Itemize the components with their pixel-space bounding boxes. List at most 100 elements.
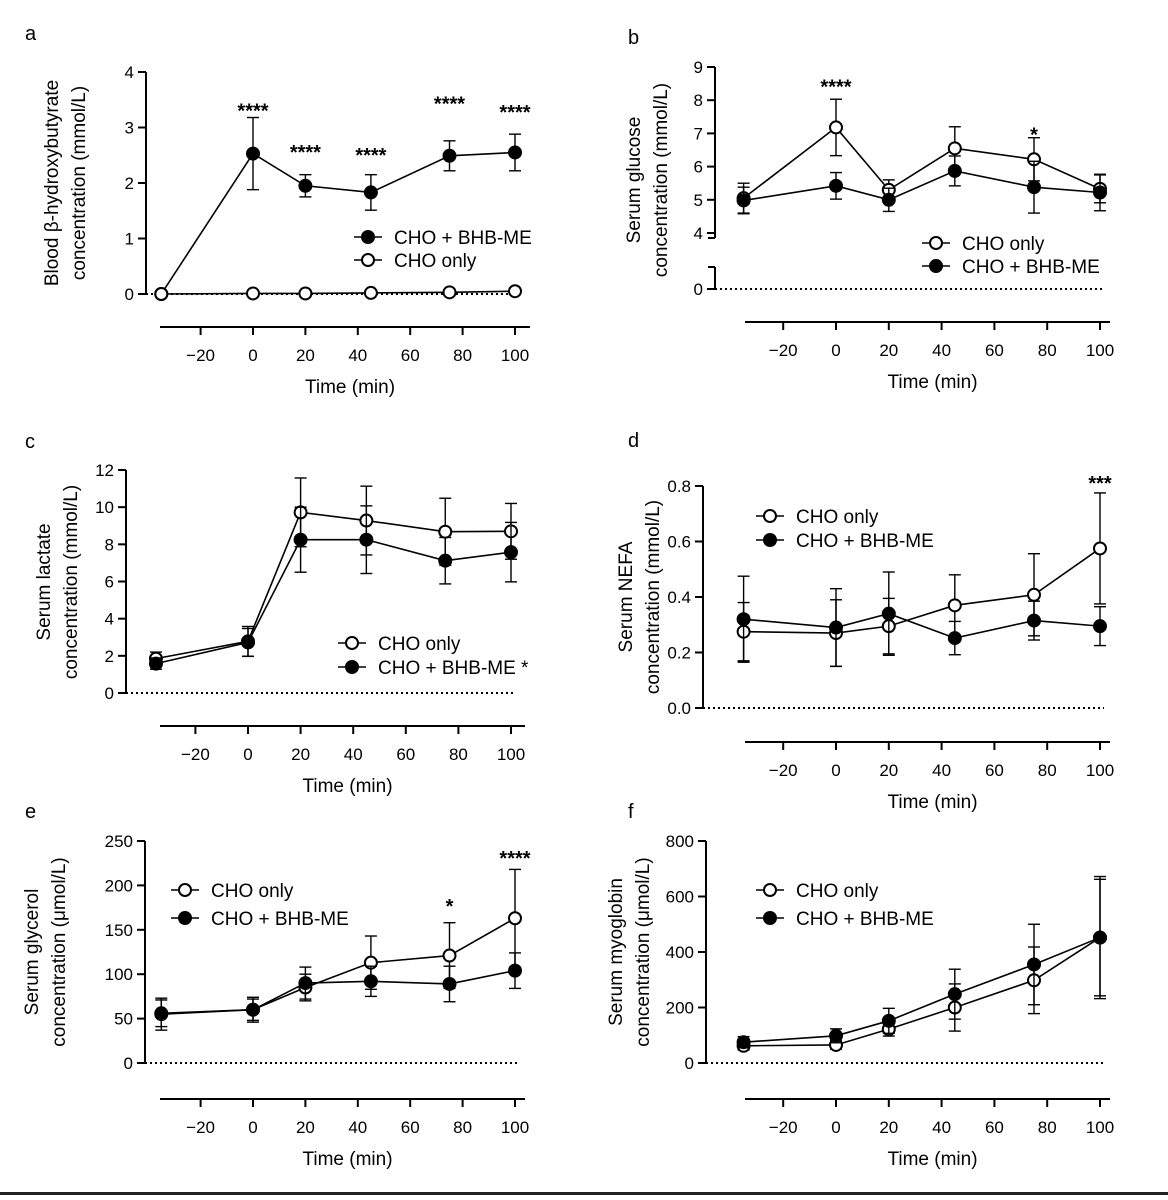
x-tick-label: −20	[769, 761, 798, 780]
legend-marker	[345, 660, 359, 674]
data-point	[241, 635, 255, 650]
legend-marker	[361, 253, 375, 267]
legend: CHO only CHO + BHB-ME	[756, 507, 934, 552]
series-cho-only	[154, 284, 522, 301]
x-tick-label: 60	[401, 1118, 420, 1137]
legend-marker	[178, 883, 192, 897]
y-tick-label: 4	[694, 224, 703, 243]
y-tick-label: 2	[125, 174, 134, 193]
x-tick-label: 80	[1038, 761, 1057, 780]
data-point	[154, 287, 169, 301]
x-tick-label: −20	[769, 1118, 798, 1137]
x-tick-label: 80	[453, 346, 472, 365]
series-line	[161, 917, 516, 1015]
x-tick-label: 40	[348, 346, 367, 365]
data-point	[881, 192, 896, 207]
y-axis-label: concentration (mmol/L)	[69, 86, 90, 280]
y-tick-label: 6	[105, 573, 114, 592]
x-tick-label: 0	[831, 1118, 840, 1137]
y-tick-label: 9	[694, 58, 703, 77]
y-tick-label: 50	[114, 1010, 133, 1029]
data-point	[363, 974, 378, 989]
series-line	[155, 511, 512, 660]
y-tick-label: 0	[124, 1054, 133, 1073]
data-point	[1027, 180, 1041, 195]
x-tick-label: 20	[296, 346, 315, 365]
x-tick-label: 20	[879, 761, 898, 780]
data-point	[881, 1013, 896, 1028]
y-axis-label: concentration (mmol/L)	[61, 485, 82, 679]
legend: CHO only CHO + BHB-ME	[756, 881, 934, 930]
x-tick-label: 40	[932, 341, 951, 360]
data-point	[363, 185, 378, 200]
data-point	[442, 285, 457, 300]
legend-label: CHO only	[394, 251, 477, 272]
legend-marker	[345, 636, 359, 650]
series-cho-only	[736, 492, 1107, 668]
data-point	[504, 545, 518, 560]
x-tick-label: 80	[453, 1118, 472, 1137]
y-tick-label: 3	[125, 119, 134, 138]
data-point	[881, 606, 896, 621]
series-cho-bhb-me	[154, 952, 522, 1028]
x-tick-label: 20	[296, 1118, 315, 1137]
x-tick-label: 80	[1038, 1118, 1057, 1137]
significance-marker: *	[446, 896, 454, 918]
panel-a: a 0 1 2 3 4 Blood β-hydroxybutyrate concentrati…	[25, 23, 532, 398]
series-line	[743, 170, 1101, 202]
series-line	[743, 126, 1101, 199]
y-tick-label: 0	[105, 684, 114, 703]
y-tick-label: 4	[105, 610, 114, 629]
panel-label: b	[628, 27, 639, 49]
data-point	[1027, 587, 1041, 602]
y-tick-label: 0.2	[667, 644, 691, 663]
x-tick-label: 100	[501, 1118, 529, 1137]
y-tick-label: 250	[105, 832, 133, 851]
legend-label: CHO only	[378, 634, 461, 655]
y-tick-label: 0.6	[667, 533, 691, 552]
legend-label: CHO only	[211, 881, 294, 902]
x-tick-label: 60	[985, 1118, 1004, 1137]
panel-label: d	[628, 430, 639, 452]
x-tick-label: 0	[248, 1118, 257, 1137]
x-axis-label: Time (min)	[887, 792, 977, 813]
x-tick-label: 100	[1086, 1118, 1114, 1137]
data-point	[293, 532, 308, 547]
x-tick-label: 0	[243, 745, 252, 764]
series-line	[160, 151, 516, 295]
y-tick-label: 200	[666, 999, 694, 1018]
x-tick-label: 20	[879, 1118, 898, 1137]
x-tick-label: 0	[831, 341, 840, 360]
x-axis-label: Time (min)	[887, 1149, 977, 1170]
x-tick-label: 100	[1086, 761, 1114, 780]
panel-d: d 0.0 0.2 0.4 0.6 0.8 Serum NEFA concentration …	[616, 430, 1114, 813]
panel-label: c	[25, 431, 35, 453]
y-tick-label: 8	[105, 535, 114, 554]
legend-label: CHO + BHB-ME	[394, 228, 532, 249]
y-tick-label: 0.0	[667, 699, 691, 718]
legend-marker	[763, 533, 777, 547]
bottom-rule	[0, 1192, 1168, 1195]
legend-marker	[929, 236, 943, 250]
series-line	[155, 538, 512, 665]
y-tick-label: 1	[125, 230, 134, 249]
significance-marker: *	[1030, 124, 1038, 146]
legend-marker	[178, 911, 192, 925]
x-tick-label: 80	[1038, 341, 1057, 360]
data-point	[246, 1002, 260, 1017]
x-tick-label: 80	[449, 745, 468, 764]
data-point	[508, 911, 522, 926]
significance-marker: ***	[1088, 473, 1112, 495]
y-tick-label: 200	[105, 876, 133, 895]
y-axis-label: concentration (μmol/L)	[49, 857, 70, 1046]
y-tick-label: 6	[694, 158, 703, 177]
x-tick-label: 40	[932, 761, 951, 780]
x-axis-label: Time (min)	[302, 776, 392, 797]
series-cho-only	[148, 477, 518, 666]
data-point	[363, 285, 378, 300]
y-tick-label: 10	[95, 498, 114, 517]
legend-marker	[763, 883, 777, 897]
data-point	[1093, 185, 1107, 200]
